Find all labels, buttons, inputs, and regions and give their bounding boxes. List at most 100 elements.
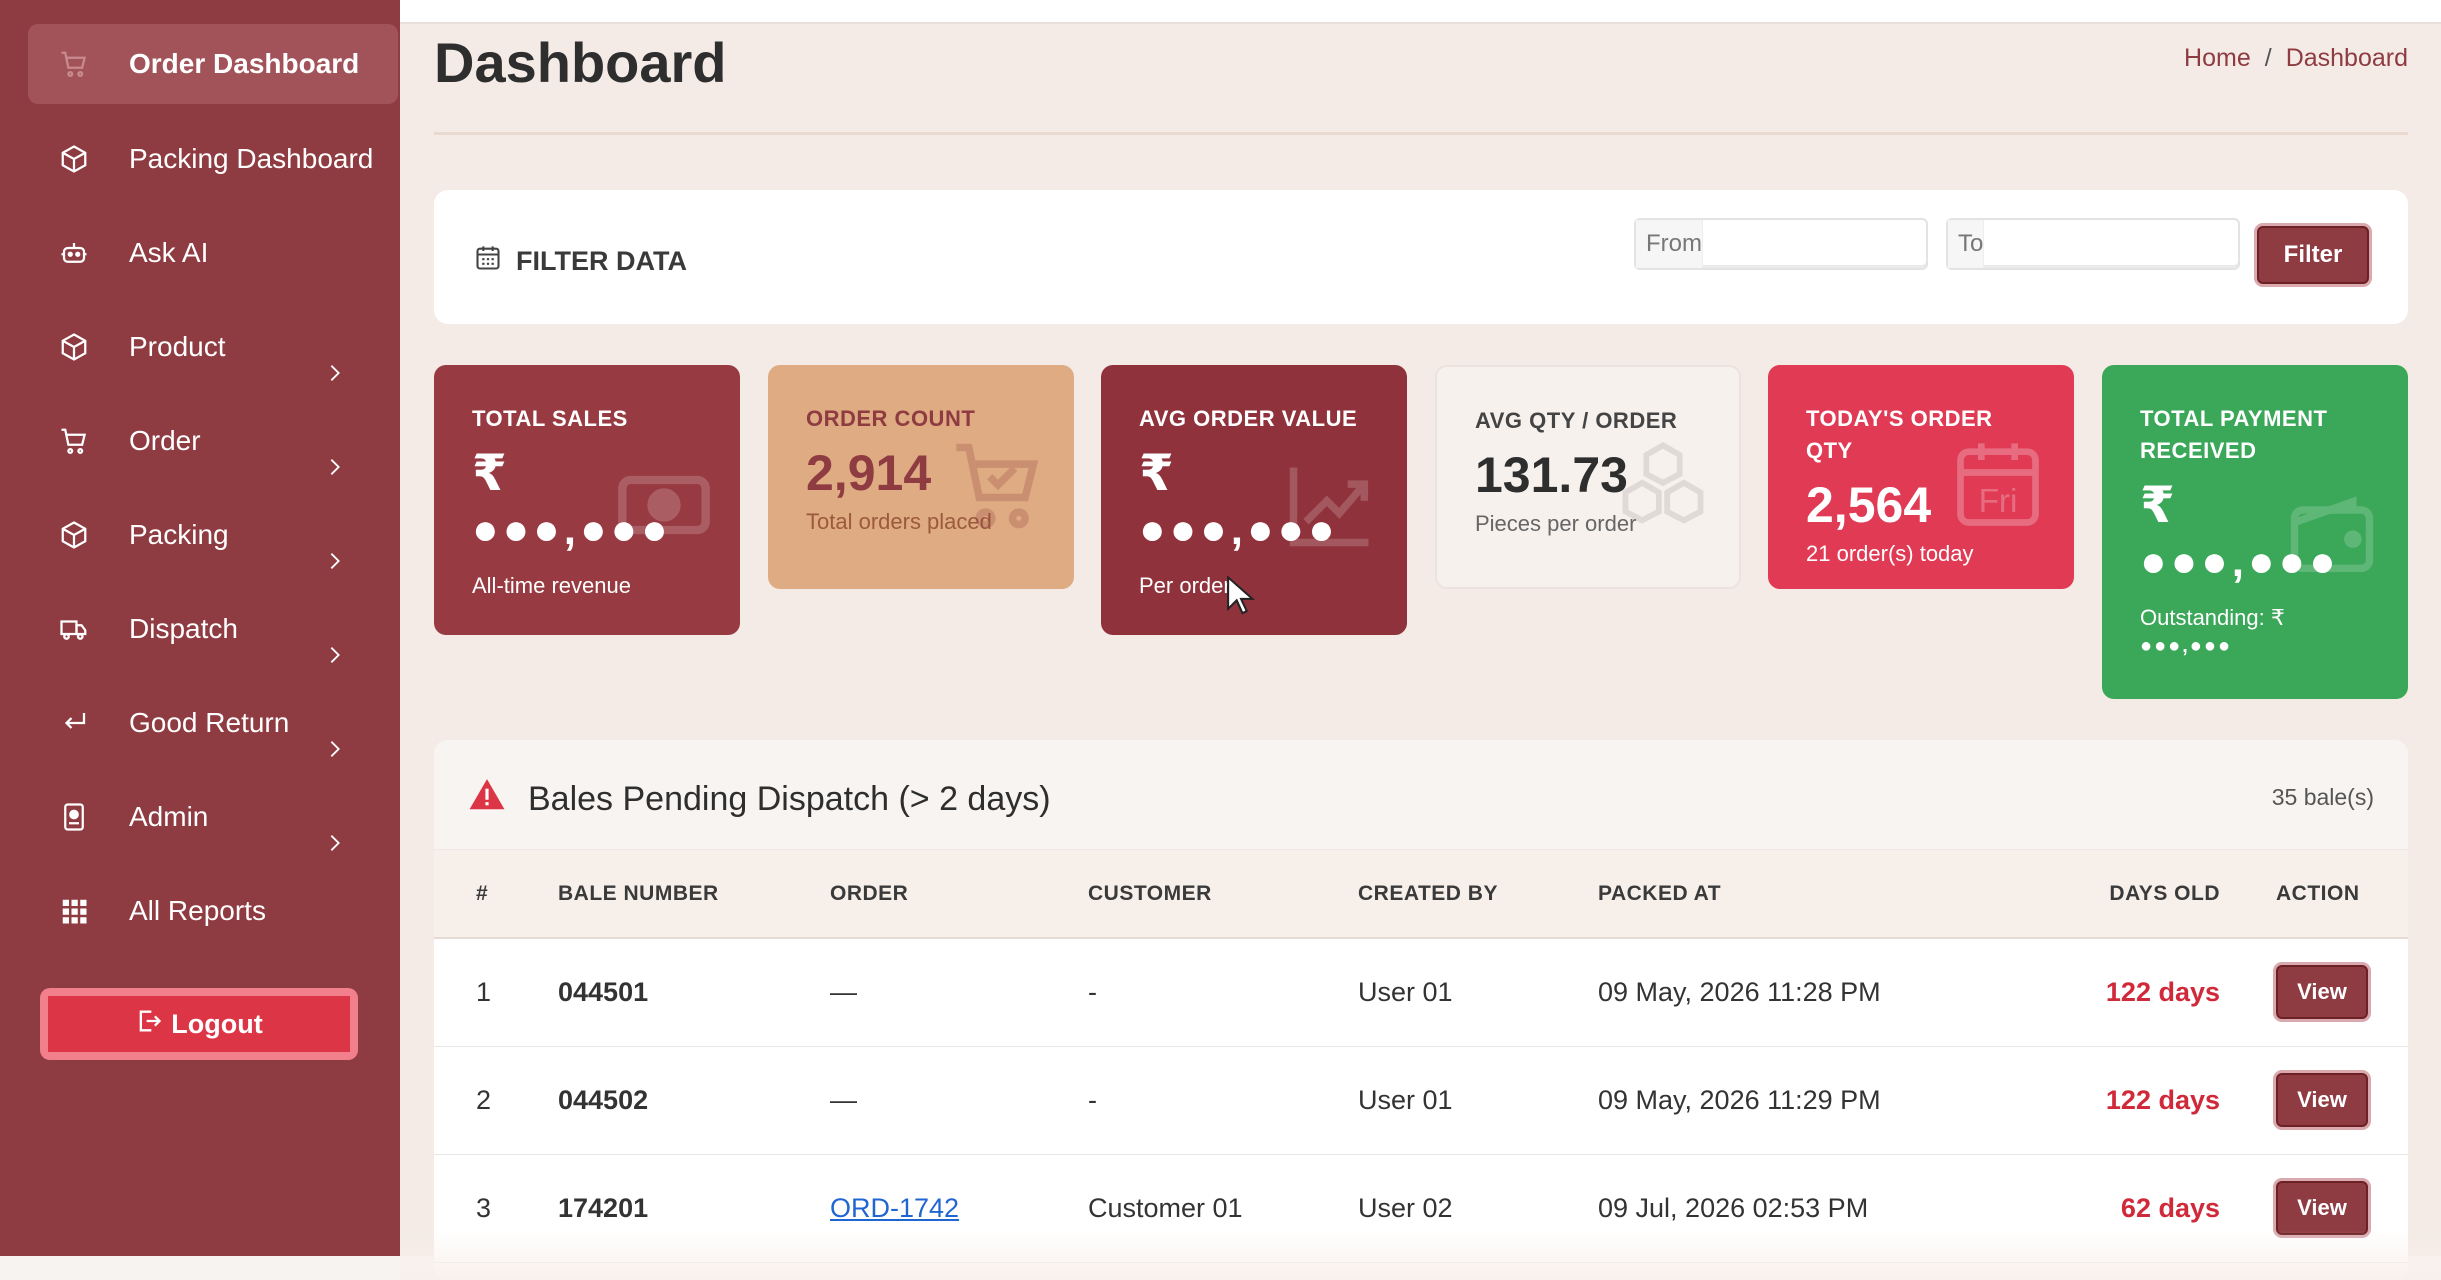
filter-title: FILTER DATA xyxy=(516,246,687,276)
grid-icon xyxy=(58,895,90,927)
cell-days-old: 62 days xyxy=(2068,1154,2248,1263)
col-header-created-by: CREATED BY xyxy=(1358,850,1598,939)
stat-card-avg-order-value: AVG ORDER VALUE ₹ ●●●,●●● Per order xyxy=(1101,365,1407,635)
stat-sub: Total orders placed xyxy=(806,509,992,534)
filter-heading: FILTER DATA xyxy=(474,244,687,279)
stat-label: ORDER COUNT xyxy=(806,406,976,431)
calendar-day-icon: Fri xyxy=(1948,435,2048,535)
to-date-group: To xyxy=(1946,218,2295,270)
cell-customer: - xyxy=(1088,938,1358,1047)
cell-days-old: 122 days xyxy=(2068,938,2248,1047)
cart-check-icon xyxy=(948,435,1048,535)
view-button[interactable]: View xyxy=(2276,1181,2368,1235)
logout-icon xyxy=(135,1007,163,1042)
stat-currency: ₹ xyxy=(1139,445,1174,501)
stat-value: ●●●,●●● xyxy=(2140,537,2340,586)
sidebar-item-label: Admin xyxy=(129,801,209,832)
calendar-icon xyxy=(474,244,502,279)
stat-currency: ₹ xyxy=(2140,477,2175,533)
cell-number: 1 xyxy=(434,938,558,1047)
sidebar-item-label: Order xyxy=(129,425,201,456)
logout-button[interactable]: Logout xyxy=(48,996,350,1052)
chart-line-icon xyxy=(1281,455,1381,555)
cell-order: ORD-1742 xyxy=(830,1154,1088,1263)
wallet-icon xyxy=(2282,485,2382,585)
id-badge-icon xyxy=(58,801,90,833)
calendar-day-text: Fri xyxy=(1979,483,2018,520)
stat-sub-value: ●●●,●●● xyxy=(2140,635,2233,657)
sidebar-item-label: Product xyxy=(129,331,226,362)
logout-label: Logout xyxy=(171,1008,263,1039)
sidebar-item-packing[interactable]: Packing xyxy=(28,495,398,575)
pending-dispatch-header: Bales Pending Dispatch (> 2 days) 35 bal… xyxy=(434,740,2408,850)
cell-created-by: User 02 xyxy=(1358,1154,1598,1263)
to-date-input[interactable] xyxy=(1984,220,2295,268)
return-arrow-icon xyxy=(58,707,90,739)
box-icon xyxy=(58,519,90,551)
col-header-days-old: DAYS OLD xyxy=(2068,850,2248,939)
chevron-right-icon[interactable] xyxy=(324,735,346,757)
breadcrumb-current: Dashboard xyxy=(2285,44,2408,72)
sidebar-item-ask-ai[interactable]: Ask AI xyxy=(28,213,398,293)
breadcrumb: Home / Dashboard xyxy=(2184,44,2408,73)
stat-sub: Pieces per order xyxy=(1475,511,1637,536)
stat-label: TOTAL SALES xyxy=(472,406,628,431)
stat-card-order-count: ORDER COUNT 2,914 Total orders placed xyxy=(768,365,1074,589)
stat-card-total-sales: TOTAL SALES ₹ ●●●,●●● All-time revenue xyxy=(434,365,740,635)
pending-dispatch-title: Bales Pending Dispatch (> 2 days) xyxy=(468,776,1051,823)
stat-sub: Outstanding: ₹ xyxy=(2140,605,2285,630)
breadcrumb-home-link[interactable]: Home xyxy=(2184,44,2251,72)
sidebar-item-packing-dashboard[interactable]: Packing Dashboard xyxy=(28,119,398,199)
cell-number: 2 xyxy=(434,1046,558,1155)
stat-label: AVG QTY / ORDER xyxy=(1475,408,1678,433)
cubes-icon xyxy=(1613,437,1713,537)
order-link[interactable]: ORD-1742 xyxy=(830,1192,960,1223)
cell-packed-at: 09 May, 2026 11:29 PM xyxy=(1598,1046,2068,1155)
stat-sub: 21 order(s) today xyxy=(1806,541,1974,566)
chevron-right-icon[interactable] xyxy=(324,453,346,475)
stat-value: ●●●,●●● xyxy=(1139,505,1339,554)
pending-dispatch-title-text: Bales Pending Dispatch (> 2 days) xyxy=(528,780,1051,818)
bale-count: 35 bale(s) xyxy=(2271,784,2374,810)
sidebar-item-label: All Reports xyxy=(129,895,266,926)
sidebar-item-label: Dispatch xyxy=(129,613,238,644)
filter-button[interactable]: Filter xyxy=(2257,226,2369,284)
warning-icon xyxy=(468,776,506,823)
sidebar-item-product[interactable]: Product xyxy=(28,307,398,387)
stat-label: TOTAL PAYMENT RECEIVED xyxy=(2140,406,2328,463)
stat-label: AVG ORDER VALUE xyxy=(1139,406,1358,431)
view-button[interactable]: View xyxy=(2276,965,2368,1020)
chevron-right-icon[interactable] xyxy=(324,829,346,851)
cell-customer: - xyxy=(1088,1046,1358,1155)
table-header-row: # BALE NUMBER ORDER CUSTOMER CREATED BY … xyxy=(434,850,2408,939)
cell-created-by: User 01 xyxy=(1358,938,1598,1047)
stat-value: 2,564 xyxy=(1806,477,1932,533)
sidebar-item-label: Ask AI xyxy=(129,237,209,268)
table-row: 2 044502 — - User 01 09 May, 2026 11:29 … xyxy=(434,1046,2408,1155)
to-label: To xyxy=(1948,220,1985,268)
sidebar-item-all-reports[interactable]: All Reports xyxy=(28,871,398,951)
filter-card: FILTER DATA From To Filter xyxy=(434,190,2408,324)
chevron-right-icon[interactable] xyxy=(324,359,346,381)
sidebar-item-admin[interactable]: Admin xyxy=(28,777,398,857)
col-header-action: ACTION xyxy=(2248,850,2408,939)
cell-action: View xyxy=(2248,1046,2408,1155)
cell-bale-number: 174201 xyxy=(558,1154,830,1263)
sidebar-item-label: Good Return xyxy=(129,707,290,738)
chevron-right-icon[interactable] xyxy=(324,547,346,569)
top-bar xyxy=(400,0,2441,24)
cell-number: 3 xyxy=(434,1154,558,1263)
cell-customer: Customer 01 xyxy=(1088,1154,1358,1263)
cell-order: — xyxy=(830,938,1088,1047)
sidebar-item-order[interactable]: Order xyxy=(28,401,398,481)
from-date-group: From xyxy=(1634,218,2013,270)
stat-value: 131.73 xyxy=(1475,447,1628,503)
title-divider xyxy=(434,132,2408,135)
sidebar-item-good-return[interactable]: Good Return xyxy=(28,683,398,763)
chevron-right-icon[interactable] xyxy=(324,641,346,663)
view-button[interactable]: View xyxy=(2276,1073,2368,1127)
sidebar-item-dispatch[interactable]: Dispatch xyxy=(28,589,398,669)
stat-card-total-payment: TOTAL PAYMENT RECEIVED ₹ ●●●,●●● Outstan… xyxy=(2102,365,2408,699)
sidebar-item-order-dashboard[interactable]: Order Dashboard xyxy=(28,24,398,104)
cell-packed-at: 09 Jul, 2026 02:53 PM xyxy=(1598,1154,2068,1263)
